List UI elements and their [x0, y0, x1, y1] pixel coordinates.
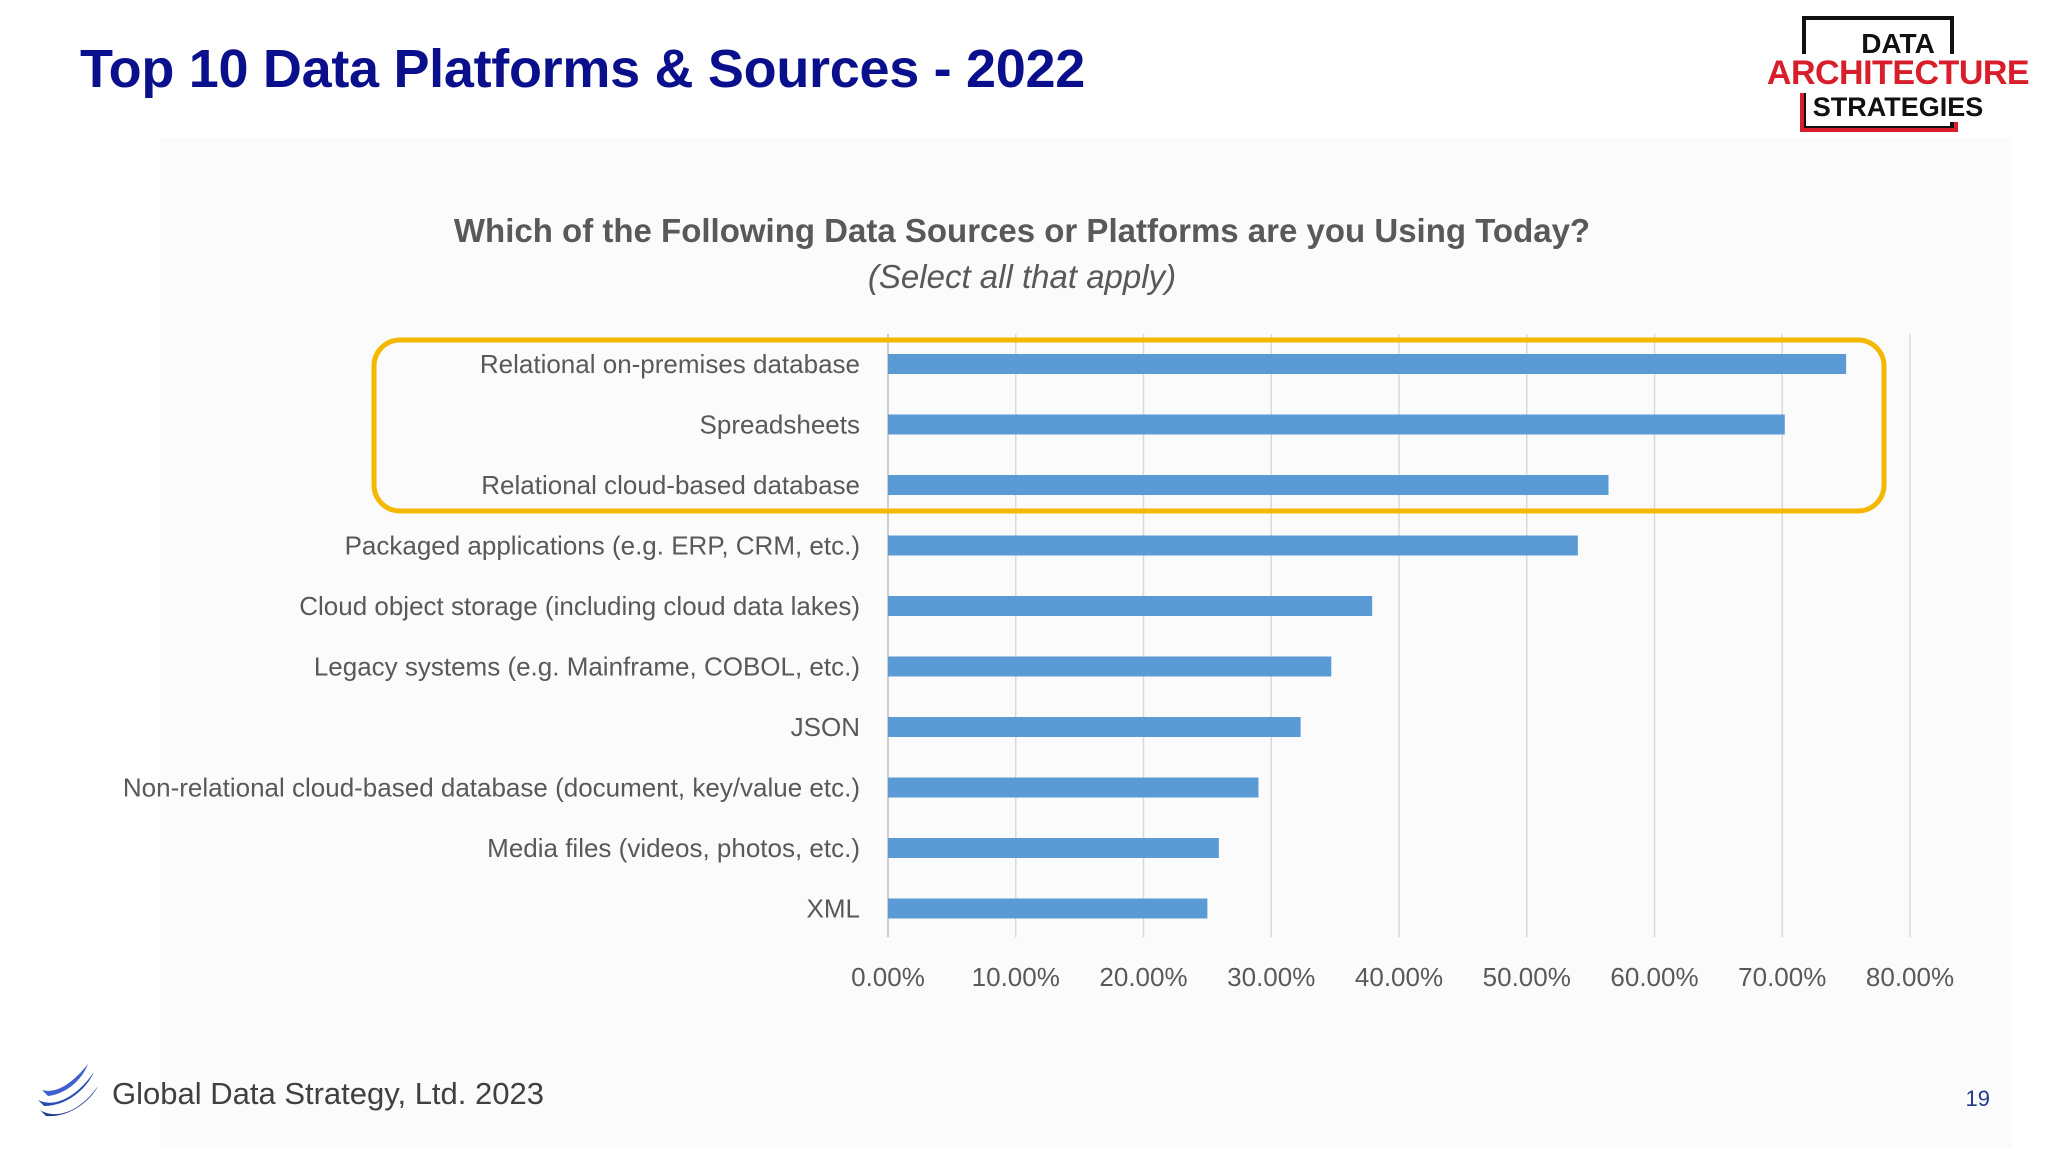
x-tick-label: 30.00%	[1227, 962, 1315, 992]
highlight-box	[371, 337, 1887, 514]
x-tick-label: 10.00%	[972, 962, 1060, 992]
x-tick-label: 60.00%	[1610, 962, 1698, 992]
x-tick-label: 20.00%	[1099, 962, 1187, 992]
footer-company: Global Data Strategy, Ltd. 2023	[112, 1076, 544, 1111]
bar	[888, 777, 1259, 798]
data-architecture-strategies-logo: DATA ARCHITECTURE STRATEGIES	[1760, 12, 2036, 134]
x-tick-label: 50.00%	[1483, 962, 1571, 992]
bar	[888, 717, 1301, 737]
slide-title: Top 10 Data Platforms & Sources - 2022	[80, 39, 1085, 99]
category-label: Relational cloud-based database	[481, 470, 860, 500]
bar	[888, 596, 1373, 616]
category-label: Packaged applications (e.g. ERP, CRM, et…	[345, 531, 860, 561]
page-number: 19	[1965, 1086, 1990, 1111]
bar	[888, 475, 1609, 495]
category-label: Media files (videos, photos, etc.)	[487, 833, 860, 863]
global-data-strategy-logo-icon	[38, 1064, 98, 1117]
bar	[888, 656, 1332, 677]
logo-line-strategies: STRATEGIES	[1808, 92, 1988, 122]
bar	[888, 535, 1578, 556]
bar	[888, 414, 1785, 435]
chart-title: Which of the Following Data Sources or P…	[453, 212, 1591, 249]
bar	[888, 898, 1208, 919]
category-label: JSON	[791, 712, 860, 742]
category-label: Relational on-premises database	[480, 349, 860, 379]
x-tick-label: 40.00%	[1355, 962, 1443, 992]
x-tick-label: 80.00%	[1866, 962, 1954, 992]
chart-panel	[160, 138, 2012, 1148]
bar	[888, 838, 1219, 858]
bar	[888, 354, 1847, 374]
x-tick-label: 70.00%	[1738, 962, 1826, 992]
category-label: Spreadsheets	[700, 410, 860, 440]
chart-subtitle: (Select all that apply)	[867, 258, 1177, 295]
category-label: Legacy systems (e.g. Mainframe, COBOL, e…	[314, 652, 860, 682]
logo-line-architecture: ARCHITECTURE	[1760, 54, 2036, 93]
category-label: Cloud object storage (including cloud da…	[299, 591, 860, 621]
logo-line-data: DATA	[1857, 28, 1939, 59]
category-label: XML	[807, 894, 860, 924]
category-label: Non-relational cloud-based database (doc…	[123, 773, 860, 803]
x-tick-label: 0.00%	[851, 962, 925, 992]
